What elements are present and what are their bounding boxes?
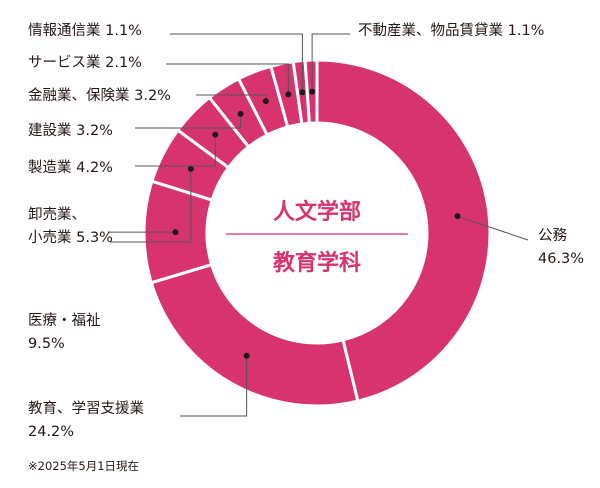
leader-dot-7 [285, 91, 292, 98]
slice-label-3-1: 小売業 5.3% [28, 229, 113, 246]
slice-0 [315, 58, 492, 403]
leader-dot-1 [243, 352, 250, 359]
leader-line-7 [166, 63, 289, 95]
slice-label-7-0: サービス業 2.1% [28, 54, 142, 71]
center-subtitle: 教育学科 [273, 250, 361, 276]
leader-line-1 [180, 355, 248, 417]
slice-label-5-0: 建設業 3.2% [28, 122, 113, 139]
leader-line-5 [135, 113, 242, 129]
leader-dot-6 [262, 98, 269, 105]
leader-dot-5 [237, 110, 244, 117]
leader-dot-3 [187, 165, 194, 172]
slice-label-0-0: 公務 [538, 227, 567, 244]
leader-line-3 [110, 168, 192, 243]
leader-dot-0 [454, 213, 461, 220]
leader-line-9 [311, 33, 350, 92]
slice-label-8-0: 情報通信業 1.1% [28, 22, 142, 39]
slice-label-9-0: 不動産業、物品賃貸業 1.1% [358, 22, 544, 39]
slice-label-2-1: 9.5% [28, 336, 65, 352]
footnote: ※2025年5月1日現在 [28, 459, 139, 473]
slice-label-4-0: 製造業 4.2% [28, 159, 113, 176]
slice-label-6-0: 金融業、保険業 3.2% [28, 87, 171, 104]
slice-label-1-0: 教育、学習支援業 [28, 400, 144, 417]
center-title: 人文学部 [273, 199, 361, 225]
leader-dot-8 [299, 89, 306, 96]
leader-line-8 [170, 33, 303, 93]
slice-label-1-1: 24.2% [28, 424, 74, 440]
leader-dot-2 [172, 229, 179, 236]
slices-group [142, 58, 492, 408]
labels-group: 公務 46.3% 教育、学習支援業 24.2% 医療・福祉 9.5% 卸売業、小売業 5.3… [28, 22, 584, 440]
slice-label-0-1: 46.3% [538, 251, 584, 267]
leader-line-4 [135, 134, 216, 167]
leader-dot-9 [309, 88, 316, 95]
leader-dot-4 [212, 131, 219, 138]
leader-lines-group [108, 33, 529, 417]
slice-label-3-0: 卸売業、 [28, 206, 86, 223]
leader-line-0 [457, 215, 529, 241]
slice-1 [149, 262, 360, 408]
slice-label-2-0: 医療・福祉 [28, 312, 101, 329]
